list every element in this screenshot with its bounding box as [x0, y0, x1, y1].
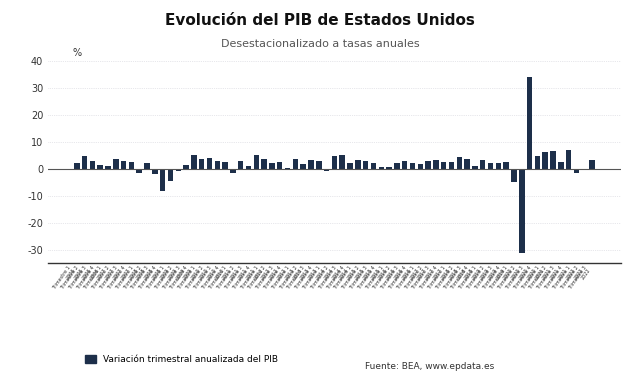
- Bar: [426, 161, 431, 168]
- Bar: [136, 168, 142, 173]
- Bar: [316, 161, 321, 168]
- Bar: [402, 161, 408, 168]
- Bar: [300, 164, 306, 168]
- Bar: [387, 167, 392, 168]
- Bar: [152, 168, 157, 174]
- Text: Desestacionalizado a tasas anuales: Desestacionalizado a tasas anuales: [221, 39, 419, 50]
- Bar: [456, 157, 462, 168]
- Bar: [348, 163, 353, 168]
- Bar: [582, 168, 587, 170]
- Bar: [121, 161, 126, 168]
- Bar: [175, 168, 181, 170]
- Bar: [472, 166, 477, 168]
- Bar: [371, 163, 376, 168]
- Bar: [417, 164, 423, 168]
- Bar: [589, 160, 595, 168]
- Bar: [573, 168, 579, 173]
- Bar: [261, 159, 267, 168]
- Bar: [129, 162, 134, 168]
- Bar: [230, 168, 236, 173]
- Bar: [332, 156, 337, 168]
- Bar: [105, 166, 111, 168]
- Bar: [277, 162, 282, 168]
- Bar: [269, 164, 275, 168]
- Bar: [527, 77, 532, 168]
- Text: %: %: [73, 48, 82, 58]
- Bar: [199, 159, 204, 168]
- Text: Evolución del PIB de Estados Unidos: Evolución del PIB de Estados Unidos: [165, 13, 475, 28]
- Bar: [222, 162, 228, 168]
- Bar: [74, 163, 79, 168]
- Bar: [566, 150, 572, 168]
- Bar: [511, 168, 516, 182]
- Bar: [504, 162, 509, 168]
- Bar: [363, 161, 369, 168]
- Bar: [144, 163, 150, 168]
- Bar: [214, 161, 220, 168]
- Bar: [355, 160, 360, 168]
- Bar: [433, 160, 438, 168]
- Text: Fuente: BEA, www.epdata.es: Fuente: BEA, www.epdata.es: [365, 362, 494, 371]
- Bar: [253, 155, 259, 168]
- Bar: [465, 159, 470, 168]
- Bar: [191, 155, 196, 168]
- Bar: [168, 168, 173, 180]
- Bar: [160, 168, 165, 191]
- Legend: Variación trimestral anualizada del PIB: Variación trimestral anualizada del PIB: [81, 352, 282, 368]
- Bar: [378, 167, 384, 168]
- Bar: [238, 161, 243, 168]
- Bar: [449, 162, 454, 168]
- Bar: [246, 167, 252, 168]
- Bar: [480, 160, 486, 168]
- Bar: [519, 168, 525, 253]
- Bar: [308, 160, 314, 168]
- Bar: [558, 162, 564, 168]
- Bar: [550, 150, 556, 168]
- Bar: [394, 163, 399, 168]
- Bar: [207, 158, 212, 168]
- Bar: [90, 161, 95, 168]
- Bar: [410, 164, 415, 168]
- Bar: [324, 168, 330, 171]
- Bar: [534, 156, 540, 168]
- Bar: [543, 152, 548, 168]
- Bar: [292, 159, 298, 168]
- Bar: [441, 162, 447, 168]
- Bar: [488, 163, 493, 168]
- Bar: [495, 163, 501, 168]
- Bar: [82, 156, 87, 168]
- Bar: [113, 159, 118, 168]
- Bar: [97, 165, 103, 168]
- Bar: [339, 155, 345, 168]
- Bar: [183, 165, 189, 168]
